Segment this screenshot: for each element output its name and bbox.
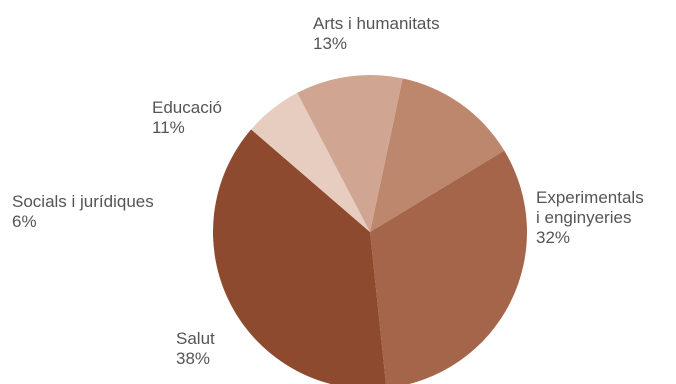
slice-value-label: 6%: [12, 212, 37, 231]
pie-slice-1: [370, 78, 505, 233]
slice-label-5: Educació 11%: [152, 98, 222, 137]
slice-label-1: Arts i humanitats 13%: [313, 14, 440, 53]
slice-label-2: Experimentals i enginyeries 32%: [536, 188, 644, 247]
slice-category-label: Salut: [176, 329, 215, 348]
slice-category-label: Experimentals: [536, 188, 644, 207]
slice-category-label: i enginyeries: [536, 208, 631, 227]
slice-value-label: 38%: [176, 349, 210, 368]
pie-labels: Arts i humanitats 13% Experimentals i engin…: [12, 14, 644, 368]
pie-slices: [213, 75, 527, 384]
slice-label-4: Socials i jurídiques 6%: [12, 192, 154, 231]
slice-label-3: Salut 38%: [176, 329, 215, 368]
pie-slice-3: [213, 129, 386, 384]
pie-slice-2: [370, 150, 527, 384]
slice-category-label: Arts i humanitats: [313, 14, 440, 33]
slice-category-label: Educació: [152, 98, 222, 117]
slice-value-label: 32%: [536, 228, 570, 247]
slice-category-label: Socials i jurídiques: [12, 192, 154, 211]
slice-value-label: 13%: [313, 34, 347, 53]
pie-slice-4: [251, 92, 370, 233]
pie-slice-5: [297, 75, 403, 232]
slice-value-label: 11%: [152, 118, 185, 137]
